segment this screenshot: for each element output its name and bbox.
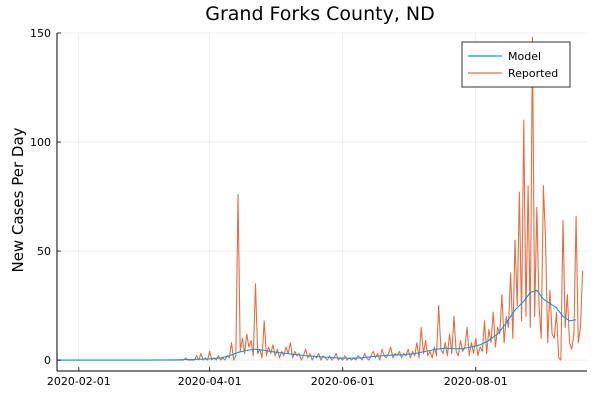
y-tick-label: 50 — [37, 245, 51, 258]
x-tick-label: 2020-04-01 — [178, 375, 242, 388]
legend: Model Reported — [461, 41, 571, 88]
x-tick-label: 2020-02-01 — [47, 375, 111, 388]
x-tick-label: 2020-06-01 — [311, 375, 375, 388]
legend-label-reported: Reported — [508, 67, 558, 80]
chart-title: Grand Forks County, ND — [205, 3, 435, 25]
axes: 2020-02-01 2020-04-01 2020-06-01 2020-08-01… — [30, 27, 587, 388]
legend-box — [461, 41, 571, 88]
x-tick-label: 2020-08-01 — [444, 375, 508, 388]
series-line-reported — [57, 36, 584, 361]
y-axis-label: New Cases Per Day — [9, 127, 27, 272]
legend-label-model: Model — [508, 50, 541, 63]
series-lines — [57, 36, 584, 361]
y-tick-label: 100 — [30, 136, 51, 149]
y-tick-label: 0 — [44, 354, 51, 367]
y-tick-label: 150 — [30, 27, 51, 40]
series-line-model — [57, 289, 577, 361]
